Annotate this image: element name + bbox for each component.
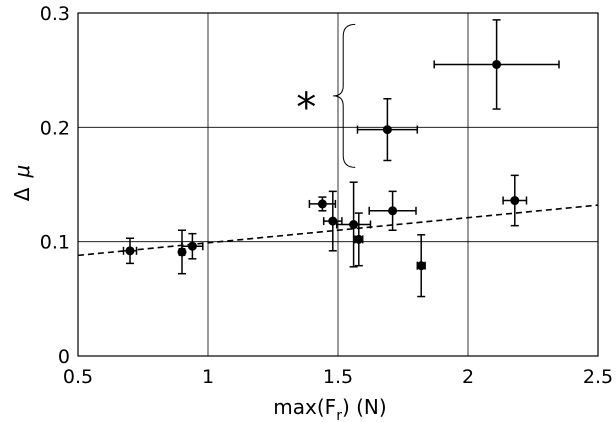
data-point-group bbox=[416, 234, 426, 298]
fit-line-group bbox=[77, 204, 599, 257]
data-point-group bbox=[354, 212, 364, 267]
annotation-group: * bbox=[296, 23, 356, 168]
fit-line bbox=[77, 204, 599, 257]
data-point bbox=[328, 216, 338, 226]
data-points bbox=[122, 19, 560, 298]
x-axis-label-sub: r bbox=[336, 408, 342, 422]
data-point-group bbox=[181, 232, 204, 260]
data-point-group bbox=[322, 190, 343, 252]
data-point-group bbox=[356, 98, 419, 162]
data-point bbox=[382, 125, 392, 135]
data-point-group bbox=[433, 19, 560, 110]
data-point bbox=[492, 59, 502, 69]
data-point bbox=[354, 234, 364, 244]
data-point bbox=[125, 246, 135, 256]
x-tick-label: 2.5 bbox=[583, 366, 613, 388]
data-point bbox=[317, 199, 327, 209]
x-axis-label-main: max(F bbox=[273, 395, 336, 419]
data-point-group bbox=[335, 181, 372, 268]
annotation-star: * bbox=[296, 85, 316, 131]
data-point-group bbox=[122, 237, 138, 265]
data-point bbox=[349, 220, 359, 230]
plot-frame bbox=[77, 12, 599, 357]
y-axis-label: Δμ bbox=[10, 165, 34, 201]
y-tick-label: 0.2 bbox=[40, 117, 70, 139]
y-axis-label-mu: μ bbox=[10, 165, 34, 179]
data-point-group bbox=[177, 229, 187, 275]
y-tick-label: 0.1 bbox=[40, 232, 70, 254]
x-tick-label: 2 bbox=[462, 366, 474, 388]
x-axis-label-tail: ) (N) bbox=[342, 395, 387, 419]
data-point bbox=[416, 261, 426, 271]
annotation-brace bbox=[333, 23, 356, 168]
x-tick-labels: 0.5 1 1.5 2 2.5 bbox=[63, 366, 613, 388]
data-point-group bbox=[308, 196, 337, 212]
y-axis-label-delta: Δ bbox=[10, 187, 34, 201]
data-point bbox=[388, 206, 398, 216]
y-tick-labels: 0 0.1 0.2 0.3 bbox=[40, 3, 70, 368]
x-tick-label: 1 bbox=[202, 366, 214, 388]
x-tick-label: 0.5 bbox=[63, 366, 93, 388]
x-axis-label: max(Fr) (N) bbox=[273, 395, 386, 422]
data-point-group bbox=[502, 174, 528, 227]
data-point-group bbox=[368, 190, 417, 231]
data-point bbox=[187, 241, 197, 251]
y-tick-label: 0.3 bbox=[40, 3, 70, 25]
y-tick-label: 0 bbox=[58, 346, 70, 368]
x-tick-label: 1.5 bbox=[323, 366, 353, 388]
data-point bbox=[177, 247, 187, 257]
data-point bbox=[510, 196, 520, 206]
